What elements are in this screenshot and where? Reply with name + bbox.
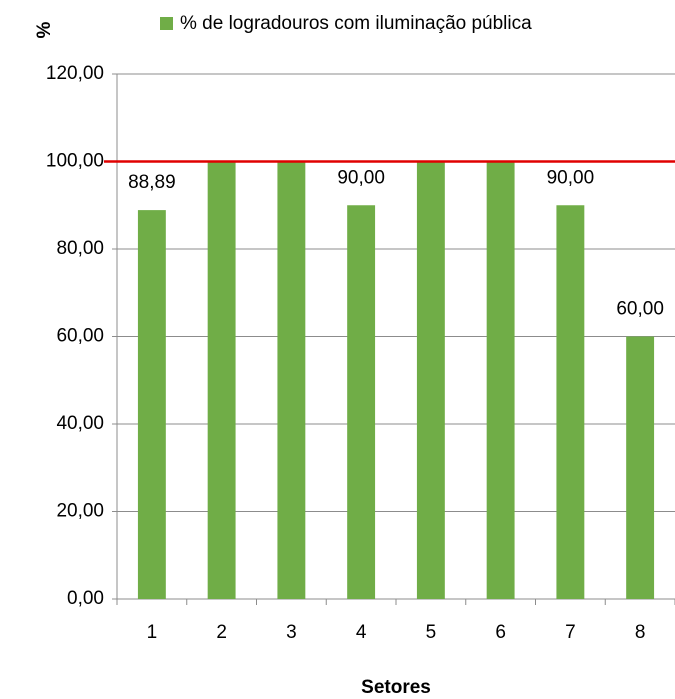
- y-tick-label: 80,00: [56, 238, 104, 259]
- data-label: 90,00: [337, 167, 385, 188]
- x-tick-label: 2: [216, 622, 227, 643]
- y-tick-label: 20,00: [56, 501, 104, 522]
- bar: [137, 210, 166, 599]
- legend-label: % de logradouros com iluminação pública: [180, 13, 532, 34]
- data-label: 88,89: [128, 172, 176, 193]
- y-tick-label: 40,00: [56, 413, 104, 434]
- y-tick-label: 60,00: [56, 326, 104, 347]
- data-label: 60,00: [616, 299, 664, 320]
- x-tick-label: 8: [635, 622, 646, 643]
- bar: [556, 205, 585, 599]
- y-tick-label: 100,00: [46, 151, 104, 172]
- bar: [486, 161, 515, 599]
- x-tick-label: 6: [495, 622, 506, 643]
- bar: [626, 336, 655, 599]
- bar: [347, 205, 376, 599]
- data-label: 90,00: [547, 167, 595, 188]
- bar: [207, 161, 236, 599]
- x-tick-label: 3: [286, 622, 297, 643]
- bar: [277, 161, 306, 599]
- y-tick-label: 0,00: [67, 588, 104, 609]
- legend-swatch: [160, 17, 173, 30]
- x-tick-label: 5: [426, 622, 437, 643]
- y-axis-label: %: [34, 21, 55, 38]
- x-tick-label: 4: [356, 622, 367, 643]
- x-tick-label: 1: [147, 622, 158, 643]
- y-tick-label: 120,00: [46, 63, 104, 84]
- bar: [416, 161, 445, 599]
- x-axis-label: Setores: [361, 677, 431, 698]
- x-tick-label: 7: [565, 622, 576, 643]
